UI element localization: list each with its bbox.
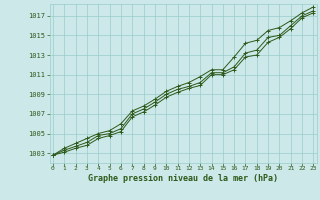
X-axis label: Graphe pression niveau de la mer (hPa): Graphe pression niveau de la mer (hPa)	[88, 174, 278, 183]
